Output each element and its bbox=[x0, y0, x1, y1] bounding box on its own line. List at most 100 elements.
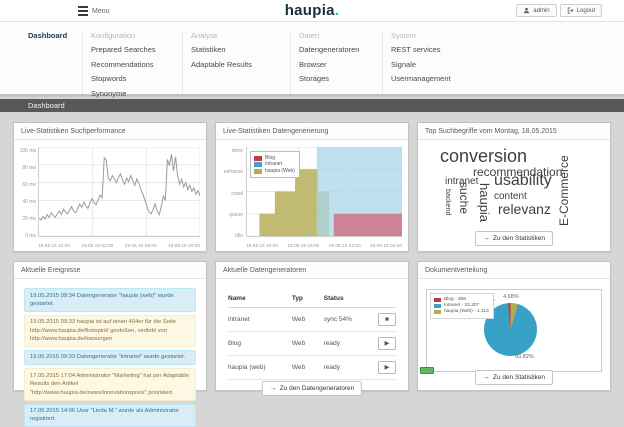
nav-header-analyse: Analyse bbox=[191, 31, 218, 40]
start-generator-button[interactable]: ▶ bbox=[377, 337, 396, 350]
pie-label-haupia: 4,68% bbox=[503, 294, 519, 300]
event-list: 19.05.2015 09:34 Datengenerator "haupia … bbox=[14, 279, 206, 427]
y-tick: 40 ms bbox=[22, 199, 36, 205]
cloud-word: relevanz bbox=[498, 201, 551, 217]
table-row: haupia (web) Web ready ▶ bbox=[228, 356, 396, 380]
x-tick: 19.05.15 10:00 bbox=[167, 244, 200, 249]
arrow-icon: → bbox=[269, 385, 277, 392]
green-badge bbox=[420, 367, 434, 374]
nav-item-adaptable-results[interactable]: Adaptable Results bbox=[191, 59, 252, 69]
panel-events: Aktuelle Ereignisse 19.05.2015 09:34 Dat… bbox=[13, 261, 207, 427]
nav-item-statistiken[interactable]: Statistiken bbox=[191, 45, 226, 54]
nav-item-browser[interactable]: Browser bbox=[299, 59, 327, 69]
event-item: 17.05.2015 14:06 User "Linda M." wurde a… bbox=[24, 403, 196, 427]
hamburger-icon bbox=[78, 6, 88, 16]
table-row: intranet Web sync 54% ■ bbox=[228, 308, 396, 332]
y-tick: enhance bbox=[223, 169, 243, 176]
nav-item-dashboard[interactable]: Dashboard bbox=[28, 31, 68, 40]
play-icon: ▶ bbox=[384, 364, 390, 371]
stop-generator-button[interactable]: ■ bbox=[377, 313, 396, 326]
nav-menu: Dashboard Konfiguration Prepared Searche… bbox=[0, 16, 624, 98]
admin-button[interactable]: admin bbox=[516, 4, 557, 17]
logo-dot: . bbox=[334, 2, 340, 19]
play-icon: ▶ bbox=[384, 340, 390, 347]
panel-title: Live-Statistiken Datengenerierung bbox=[216, 123, 408, 140]
event-item: 19.05.2015 09:33 haupia ist auf einen 40… bbox=[24, 314, 196, 347]
generators-table: Name Typ Status intranet Web sync 54% ■ … bbox=[228, 290, 396, 380]
y-tick: crawl bbox=[231, 190, 243, 197]
panel-title: Live-Statistiken Suchperformance bbox=[14, 123, 206, 140]
nav-header-daten: Daten bbox=[299, 31, 320, 40]
cloud-word: E-Commerce bbox=[557, 155, 571, 226]
nav-item-prepared-searches[interactable]: Prepared Searches bbox=[91, 45, 156, 54]
panel-title: Top Suchbegriffe vom Montag, 18.05.2015 bbox=[418, 123, 610, 140]
x-tick: 18.05.15 22:00 bbox=[328, 244, 361, 249]
x-tick: 18.05.15 22:00 bbox=[38, 244, 71, 249]
event-item: 19.05.2015 09:34 Datengenerator "haupia … bbox=[24, 288, 196, 312]
start-generator-button[interactable]: ▶ bbox=[377, 361, 396, 374]
nav-header-system: System bbox=[391, 31, 417, 40]
legend-label: haupia (Web) bbox=[265, 167, 295, 174]
word-cloud: conversion recommendation intranet usabi… bbox=[418, 140, 612, 230]
page-title: Dashboard bbox=[0, 99, 624, 112]
y-tick: 60 ms bbox=[22, 182, 36, 188]
topbar: Menu haupia. admin Logout bbox=[0, 0, 624, 22]
cloud-word: usability bbox=[494, 172, 552, 189]
goto-statistics-button[interactable]: → Zu den Statistiken bbox=[474, 370, 554, 385]
y-tick: 20 ms bbox=[22, 216, 36, 222]
logout-icon bbox=[567, 7, 574, 14]
legend-swatch-haupia bbox=[254, 168, 262, 174]
nav-item-storages[interactable]: Storages bbox=[299, 74, 330, 83]
y-tick: 0 ms bbox=[25, 233, 36, 239]
x-tick: 18.05.15 16:00 bbox=[287, 244, 320, 249]
cloud-word: intranet bbox=[445, 176, 479, 187]
table-row: Blog Web ready ▶ bbox=[228, 332, 396, 356]
nav-item-signale[interactable]: Signale bbox=[391, 59, 417, 69]
panel-title: Aktuelle Ereignisse bbox=[14, 262, 206, 279]
panel-title: Dokumentverteilung bbox=[418, 262, 610, 279]
pie-legend: Blog - 356 Intranet - 22.207 haupia (Web… bbox=[430, 293, 494, 320]
legend-swatch-haupia bbox=[434, 310, 441, 315]
admin-label: admin bbox=[533, 7, 550, 14]
nav-column-system: System REST services Signale Usermanagem… bbox=[382, 31, 459, 94]
y-tick: queue bbox=[229, 211, 243, 218]
menu-button[interactable]: Menu bbox=[78, 4, 110, 18]
x-tick: 19.05.15 04:00 bbox=[369, 244, 402, 249]
cloud-word: content bbox=[494, 191, 527, 202]
nav-item-usermanagement[interactable]: Usermanagement bbox=[391, 74, 451, 83]
legend-label: Blog - 356 bbox=[444, 296, 466, 302]
cloud-word: backend bbox=[444, 189, 451, 216]
arrow-icon: → bbox=[482, 235, 490, 242]
table-header: Name Typ Status bbox=[228, 290, 396, 308]
legend-label: Intranet - 22.207 bbox=[444, 302, 480, 308]
event-item: 17.05.2015 17:04 Administrator "Marketin… bbox=[24, 368, 196, 401]
stop-icon: ■ bbox=[384, 316, 389, 323]
nav-item-datengeneratoren[interactable]: Datengeneratoren bbox=[299, 45, 360, 54]
data-generation-chart: done enhance crawl queue idle Blog Intra… bbox=[216, 140, 408, 251]
event-item: 19.05.2015 09:33 Datengenerator "intrane… bbox=[24, 349, 196, 366]
logo: haupia. bbox=[284, 2, 340, 19]
nav-header-konfiguration: Konfiguration bbox=[91, 31, 136, 40]
legend-swatch-blog bbox=[434, 297, 441, 302]
x-tick: 18.05.15 10:00 bbox=[246, 244, 279, 249]
goto-generators-button[interactable]: → Zu den Datengeneratoren bbox=[261, 381, 363, 396]
nav-item-rest-services[interactable]: REST services bbox=[391, 45, 441, 54]
cloud-word: conversion bbox=[440, 146, 528, 166]
cloud-word: recommendation bbox=[473, 165, 563, 179]
logout-button[interactable]: Logout bbox=[559, 4, 602, 17]
nav-item-stopwords[interactable]: Stopwords bbox=[91, 74, 127, 83]
legend-swatch-intranet bbox=[434, 304, 441, 309]
y-tick: idle bbox=[235, 233, 243, 239]
user-icon bbox=[524, 7, 530, 14]
logout-label: Logout bbox=[576, 7, 595, 14]
y-tick: done bbox=[231, 148, 243, 154]
nav-item-synonyme[interactable]: Synonyme bbox=[91, 88, 127, 98]
panel-distribution: Dokumentverteilung Blog - 356 Intranet -… bbox=[417, 261, 611, 391]
goto-statistics-button[interactable]: → Zu den Statistiken bbox=[474, 231, 554, 246]
chart-legend: Blog Intranet haupia (Web) bbox=[250, 151, 300, 178]
menu-label: Menu bbox=[92, 7, 110, 15]
legend-swatch-intranet bbox=[254, 162, 262, 167]
panel-generators: Aktuelle Datengeneratoren Name Typ Statu… bbox=[215, 261, 409, 396]
nav-item-recommendations[interactable]: Recommendations bbox=[91, 59, 154, 69]
